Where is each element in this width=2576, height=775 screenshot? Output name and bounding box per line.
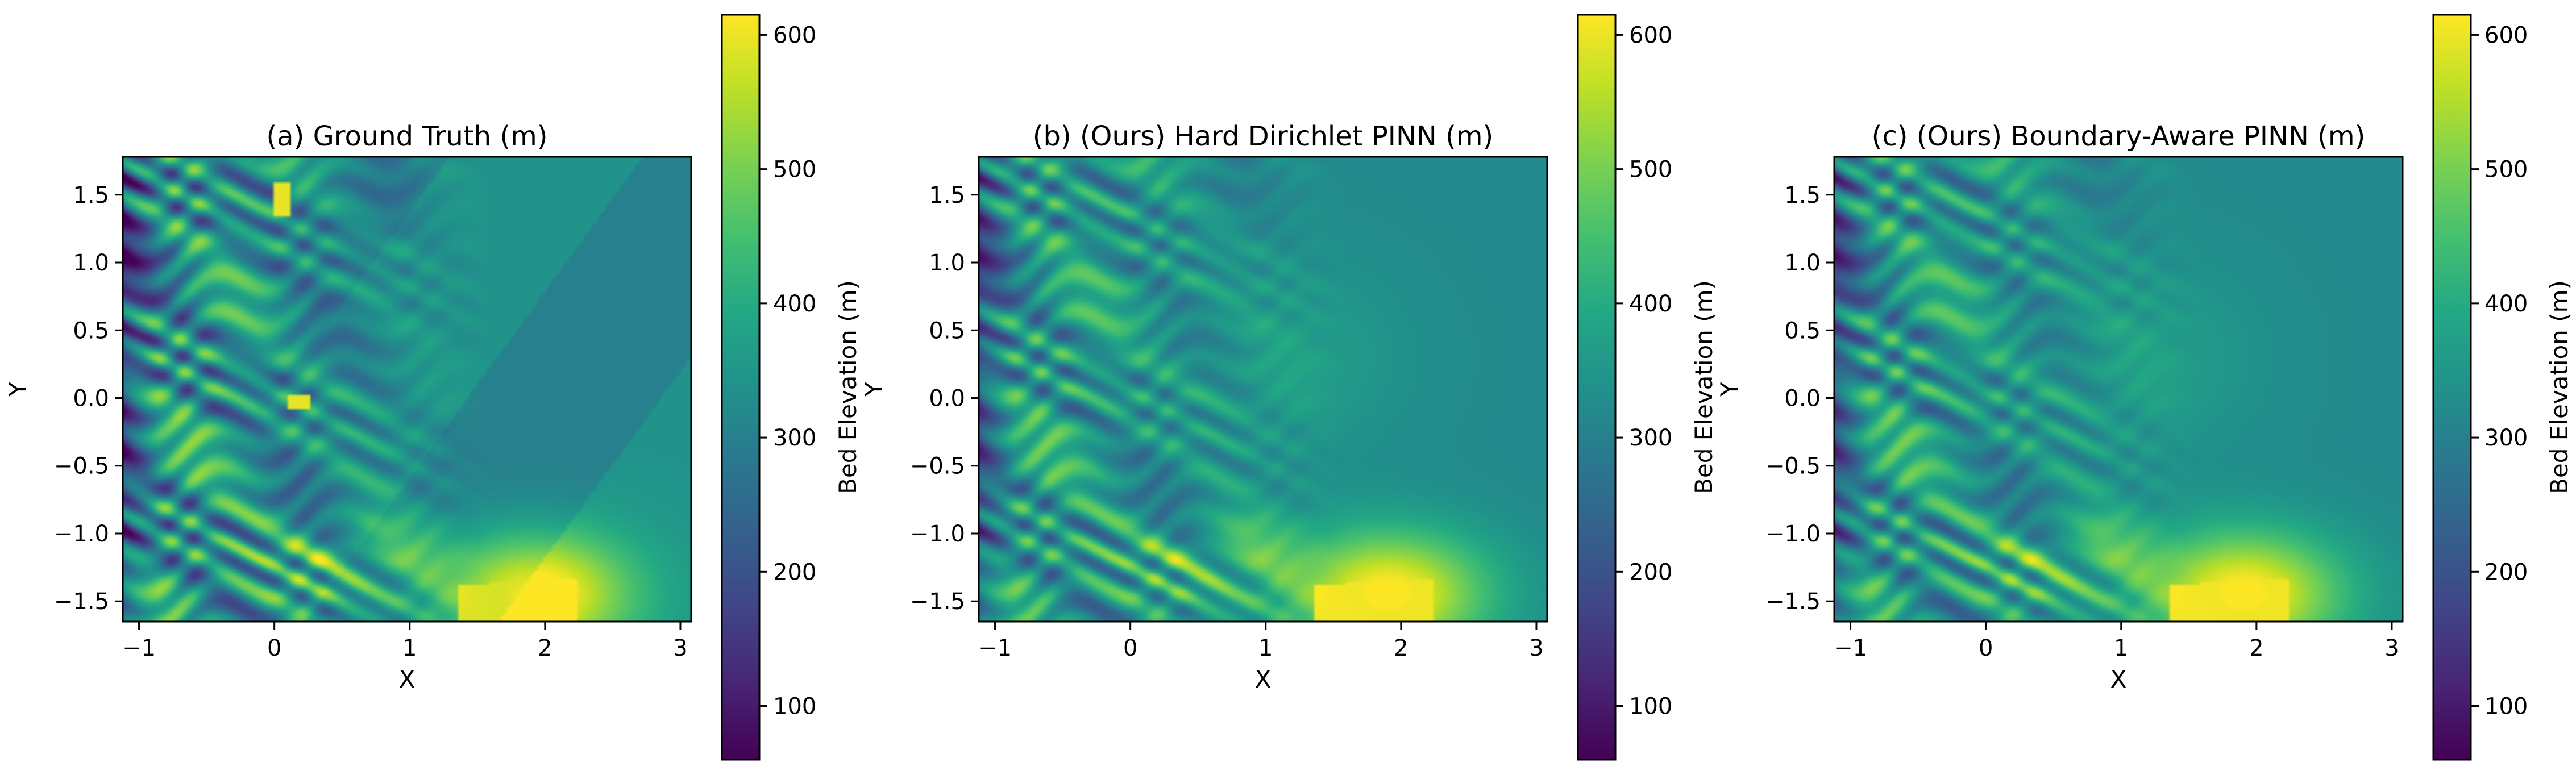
y-tick-label: −1.0 [910,521,965,547]
heatmap-image [979,157,1547,622]
y-tick-label: 0.5 [929,318,965,344]
x-tick-label: 0 [267,635,281,661]
plot-frame [1833,156,2404,623]
y-tick-label: −1.5 [54,589,109,615]
x-axis-label: X [1255,665,1272,693]
x-tick-label: 1 [402,635,417,661]
y-tick-label: −1.5 [910,589,965,615]
x-tick-label: −1 [978,635,1012,661]
heatmap-image [123,157,691,622]
colorbar [1578,15,1615,760]
y-tick-label: 0.5 [1784,318,1821,344]
colorbar-tick-label: 100 [1629,694,1672,720]
colorbar-tick-label: 500 [773,157,816,183]
x-tick-label: −1 [1834,635,1867,661]
chart-panel-1: (a) Ground Truth (m) −1 0 1 2 3 −1.5 −1.0 −0.5 0.… [4,14,862,761]
colorbar-tick-label: 500 [2484,157,2528,183]
y-axis-label: Y [4,382,32,397]
x-axis-label: X [2110,665,2127,693]
colorbar-label: Bed Elevation (m) [2545,280,2573,494]
x-tick-label: 1 [1258,635,1273,661]
colorbar-tick-label: 400 [773,291,816,317]
chart-panel-3: (c) (Ours) Boundary-Aware PINN (m) −1 0 1 2 3… [1715,14,2573,761]
colorbar-frame [721,14,761,761]
chart-title: (c) (Ours) Boundary-Aware PINN (m) [1872,120,2366,152]
colorbar-label: Bed Elevation (m) [834,280,862,494]
y-tick-label: −0.5 [910,453,965,480]
colorbar-label: Bed Elevation (m) [1690,280,1718,494]
x-tick-label: 3 [2384,635,2399,661]
plot-frame [122,156,692,623]
colorbar-tick-label: 200 [2484,559,2528,585]
x-tick-label: 0 [1979,635,1993,661]
x-tick-label: 2 [1394,635,1408,661]
x-tick-label: 0 [1123,635,1137,661]
chart-title: (b) (Ours) Hard Dirichlet PINN (m) [1033,120,1493,152]
y-tick-label: 0.0 [929,386,965,412]
x-tick-label: 2 [538,635,552,661]
colorbar-tick-label: 600 [1629,22,1672,48]
y-tick-label: 1.5 [1784,182,1821,209]
colorbar [2433,15,2471,760]
colorbar-tick-label: 300 [2484,425,2528,451]
x-tick-label: 2 [2249,635,2263,661]
y-tick-label: −1.0 [54,521,109,547]
y-tick-label: 0.0 [1784,386,1821,412]
y-tick-label: −1.0 [1765,521,1821,547]
x-tick-label: 3 [1529,635,1543,661]
colorbar-tick-label: 200 [1629,559,1672,585]
y-tick-label: 1.5 [73,182,109,209]
y-tick-label: 1.5 [929,182,965,209]
colorbar-tick-label: 400 [1629,291,1672,317]
chart-panel-2: (b) (Ours) Hard Dirichlet PINN (m) −1 0 1 2 3… [860,14,1718,761]
x-tick-label: −1 [122,635,156,661]
colorbar-tick-label: 500 [1629,157,1672,183]
colorbar-tick-label: 300 [773,425,816,451]
y-tick-label: 1.0 [929,250,965,276]
x-tick-label: 1 [2114,635,2128,661]
colorbar-tick-label: 300 [1629,425,1672,451]
heatmap-image [1834,157,2403,622]
y-tick-label: −1.5 [1765,589,1821,615]
y-axis-label: Y [1715,382,1743,397]
colorbar-tick-label: 600 [773,22,816,48]
y-tick-label: 0.0 [73,386,109,412]
plot-frame [978,156,1548,623]
y-tick-label: −0.5 [54,453,109,480]
colorbar [722,15,759,760]
chart-title: (a) Ground Truth (m) [266,120,547,152]
colorbar-tick-label: 100 [773,694,816,720]
colorbar-tick-label: 600 [2484,22,2528,48]
y-axis-label: Y [860,382,888,397]
y-tick-label: −0.5 [1765,453,1821,480]
colorbar-tick-label: 200 [773,559,816,585]
colorbar-tick-label: 100 [2484,694,2528,720]
x-tick-label: 3 [673,635,687,661]
y-tick-label: 0.5 [73,318,109,344]
colorbar-frame [1577,14,1617,761]
y-tick-label: 1.0 [1784,250,1821,276]
x-axis-label: X [399,665,416,693]
y-tick-label: 1.0 [73,250,109,276]
colorbar-frame [2432,14,2472,761]
colorbar-tick-label: 400 [2484,291,2528,317]
